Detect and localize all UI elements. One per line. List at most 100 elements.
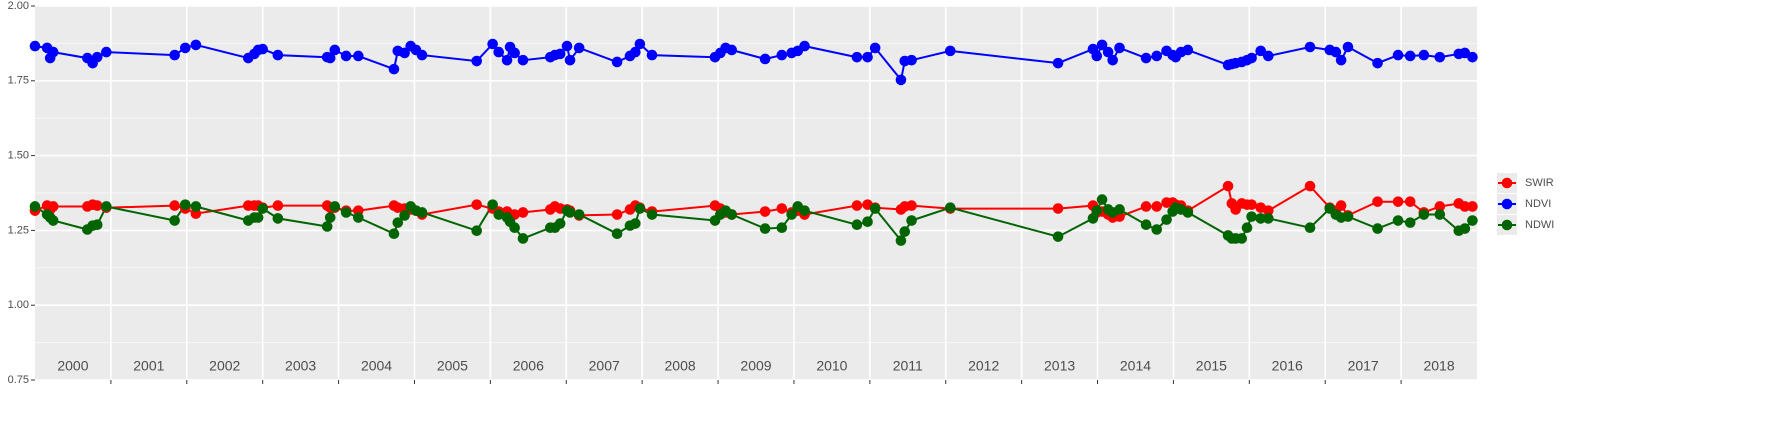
- point: [1052, 203, 1064, 214]
- point: [47, 46, 59, 58]
- point: [1392, 49, 1404, 61]
- point: [906, 200, 917, 211]
- point: [47, 215, 59, 226]
- point: [1404, 50, 1416, 62]
- point: [944, 202, 956, 213]
- point: [1459, 201, 1471, 212]
- point: [1434, 209, 1446, 220]
- point: [1372, 57, 1383, 69]
- point: [1304, 180, 1316, 192]
- year-label: 2007: [589, 358, 620, 374]
- point: [634, 203, 646, 214]
- point: [493, 46, 505, 58]
- point: [1151, 224, 1163, 235]
- point: [1404, 217, 1416, 228]
- point: [487, 38, 498, 50]
- point: [1107, 54, 1119, 66]
- year-label: 2016: [1272, 358, 1303, 374]
- point: [91, 51, 103, 63]
- point: [272, 200, 284, 211]
- point: [611, 228, 623, 239]
- point: [257, 43, 268, 55]
- point: [509, 222, 520, 234]
- year-label: 2017: [1348, 358, 1379, 374]
- point: [1434, 51, 1446, 63]
- point: [1151, 201, 1163, 212]
- point: [1114, 204, 1125, 215]
- legend: SWIR NDVI NDWI: [1497, 173, 1554, 235]
- point: [353, 50, 364, 62]
- point: [1255, 45, 1266, 57]
- point: [329, 201, 341, 212]
- point: [1161, 214, 1172, 225]
- point: [1434, 201, 1446, 212]
- point: [1262, 213, 1274, 224]
- point: [564, 207, 576, 218]
- point: [1182, 44, 1194, 56]
- point: [851, 51, 863, 63]
- point: [1114, 42, 1125, 54]
- point: [1304, 41, 1316, 53]
- point: [862, 216, 873, 228]
- point: [1392, 215, 1404, 226]
- year-label: 2013: [1044, 358, 1075, 374]
- point: [1418, 49, 1430, 61]
- point: [272, 213, 284, 224]
- point: [1241, 222, 1253, 234]
- year-label: 2010: [816, 358, 847, 374]
- point: [471, 225, 483, 236]
- point: [47, 201, 59, 212]
- point: [1467, 51, 1478, 63]
- point: [190, 201, 202, 212]
- point: [944, 45, 956, 57]
- y-tick-label: 2.00: [8, 0, 29, 12]
- point: [799, 40, 810, 52]
- point: [257, 203, 268, 214]
- point: [1404, 196, 1416, 207]
- point: [190, 39, 202, 51]
- year-label: 2012: [968, 358, 999, 374]
- point: [1372, 196, 1383, 207]
- year-label: 2009: [740, 358, 771, 374]
- point: [340, 50, 352, 62]
- point: [1096, 39, 1108, 51]
- point: [634, 38, 646, 50]
- point: [1102, 46, 1114, 58]
- point: [1140, 52, 1152, 64]
- point: [1096, 194, 1108, 205]
- point: [1342, 211, 1354, 222]
- point: [1304, 222, 1316, 234]
- point: [493, 209, 505, 220]
- year-label: 2002: [209, 358, 240, 374]
- year-label: 2006: [513, 358, 544, 374]
- y-tick-label: 0.75: [8, 374, 29, 386]
- point: [388, 63, 400, 75]
- point: [1392, 196, 1404, 207]
- legend-key-point: [1501, 198, 1513, 210]
- point: [416, 207, 428, 218]
- point: [101, 201, 112, 212]
- point: [501, 54, 513, 66]
- point: [272, 49, 284, 61]
- point: [329, 44, 341, 56]
- year-label: 2000: [57, 358, 88, 374]
- point: [1140, 219, 1152, 231]
- point: [899, 226, 911, 237]
- point: [1467, 201, 1478, 212]
- legend-key-point: [1501, 219, 1513, 231]
- point: [895, 235, 907, 246]
- point: [564, 54, 576, 66]
- point: [1246, 199, 1257, 210]
- year-label: 2004: [361, 358, 392, 374]
- point: [399, 47, 410, 59]
- point: [321, 221, 333, 232]
- y-tick-label: 1.75: [8, 75, 29, 87]
- point: [1255, 213, 1266, 224]
- legend-label: SWIR: [1525, 177, 1554, 189]
- point: [1222, 180, 1234, 192]
- y-tick-label: 1.50: [8, 150, 29, 162]
- point: [91, 200, 103, 211]
- point: [646, 209, 658, 220]
- legend-key-point: [1501, 177, 1513, 189]
- point: [851, 219, 863, 231]
